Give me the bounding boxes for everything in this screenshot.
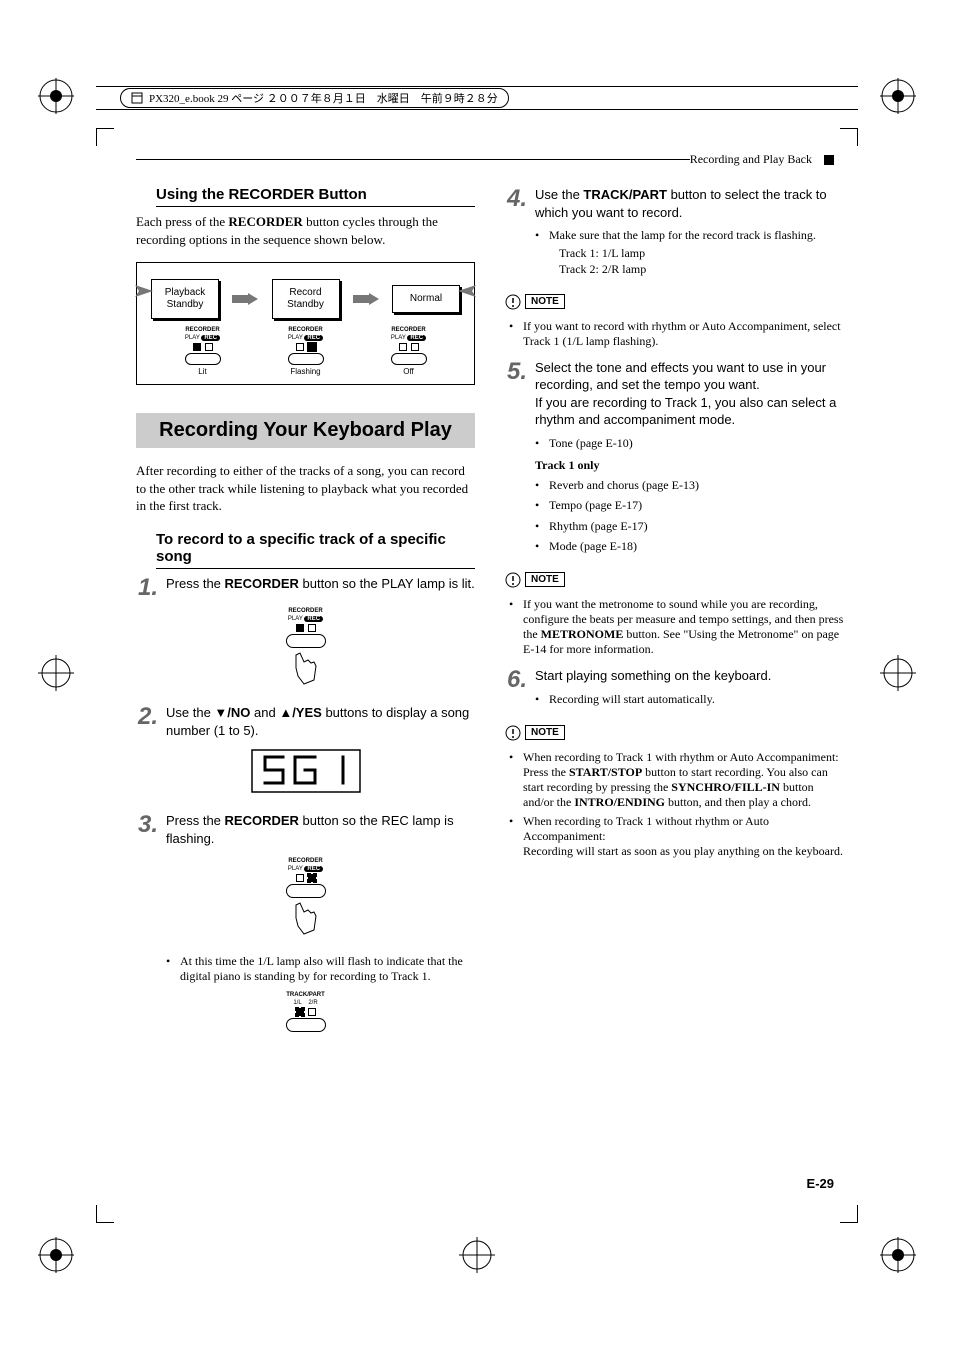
- flow-icon-off: RECORDER PLAY REC Off: [391, 327, 427, 376]
- step-number: 1.: [136, 575, 158, 599]
- title-bar-recording: Recording Your Keyboard Play: [136, 413, 475, 448]
- content-columns: Using the RECORDER Button Each press of …: [136, 186, 844, 1046]
- registration-mark-icon: [880, 78, 916, 114]
- arrow-right-icon: [353, 293, 379, 305]
- flow-icon-flashing: RECORDER PLAY REC Flashing: [288, 327, 324, 376]
- recorder-button-illustration: RECORDER PLAY REC: [136, 608, 475, 690]
- track-part-illustration: TRACK/PART 1/L 2/R: [136, 992, 475, 1032]
- track-1-label: Track 1: 1/L lamp: [559, 245, 844, 261]
- hand-pointer-icon: [286, 900, 326, 940]
- section-header-text: Recording and Play Back: [690, 152, 812, 167]
- book-header-band: PX320_e.book 29 ページ ２００７年８月１日 水曜日 午前９時２８…: [96, 86, 858, 110]
- bullet: •At this time the 1/L lamp also will fla…: [166, 954, 475, 984]
- registration-mark-icon: [459, 1237, 495, 1273]
- registration-mark-icon: [38, 78, 74, 114]
- note-icon: [505, 572, 521, 588]
- step-1: 1. Press the RECORDER button so the PLAY…: [136, 575, 475, 599]
- page-number: E-29: [807, 1176, 834, 1191]
- flow-box-playback: Playback Standby: [151, 279, 219, 319]
- recorder-button-illustration: RECORDER PLAY REC: [136, 858, 475, 940]
- registration-mark-icon: [880, 655, 916, 691]
- section-marker-icon: [824, 155, 834, 165]
- note-badge: NOTE: [505, 725, 565, 741]
- track-1-only-label: Track 1 only: [535, 457, 844, 473]
- right-column: 4. Use the TRACK/PART button to select t…: [505, 186, 844, 1046]
- flow-icon-lit: RECORDER PLAY REC Lit: [185, 327, 221, 376]
- hand-pointer-icon: [286, 650, 326, 690]
- arrow-right-icon: [232, 293, 258, 305]
- note-badge: NOTE: [505, 572, 565, 588]
- note-icon: [505, 725, 521, 741]
- flow-box-normal: Normal: [392, 285, 460, 313]
- flow-box-record: Record Standby: [272, 279, 340, 319]
- step-2: 2. Use the ▼/NO and ▲/YES buttons to dis…: [136, 704, 475, 739]
- step-number: 6.: [505, 667, 527, 709]
- subheading-using-recorder: Using the RECORDER Button: [156, 186, 475, 207]
- note-icon: [505, 294, 521, 310]
- subheading-to-record: To record to a specific track of a speci…: [156, 531, 475, 569]
- segment-display: [251, 749, 361, 793]
- left-column: Using the RECORDER Button Each press of …: [136, 186, 475, 1046]
- paragraph: After recording to either of the tracks …: [136, 462, 475, 515]
- step-6: 6. Start playing something on the keyboa…: [505, 667, 844, 709]
- step-4: 4. Use the TRACK/PART button to select t…: [505, 186, 844, 278]
- book-info-label: PX320_e.book 29 ページ ２００７年８月１日 水曜日 午前９時２８…: [120, 88, 509, 108]
- step-number: 3.: [136, 812, 158, 847]
- page: PX320_e.book 29 ページ ２００７年８月１日 水曜日 午前９時２８…: [0, 0, 954, 1351]
- step-5: 5. Select the tone and effects you want …: [505, 359, 844, 556]
- step-number: 2.: [136, 704, 158, 739]
- registration-mark-icon: [38, 655, 74, 691]
- recorder-flow-diagram: Playback Standby Record Standby Normal R…: [136, 262, 475, 385]
- registration-mark-icon: [880, 1237, 916, 1273]
- step-3: 3. Press the RECORDER button so the REC …: [136, 812, 475, 847]
- note-badge: NOTE: [505, 294, 565, 310]
- track-2-label: Track 2: 2/R lamp: [559, 261, 844, 277]
- step-number: 5.: [505, 359, 527, 556]
- paragraph: Each press of the RECORDER button cycles…: [136, 213, 475, 248]
- step-number: 4.: [505, 186, 527, 278]
- registration-mark-icon: [38, 1237, 74, 1273]
